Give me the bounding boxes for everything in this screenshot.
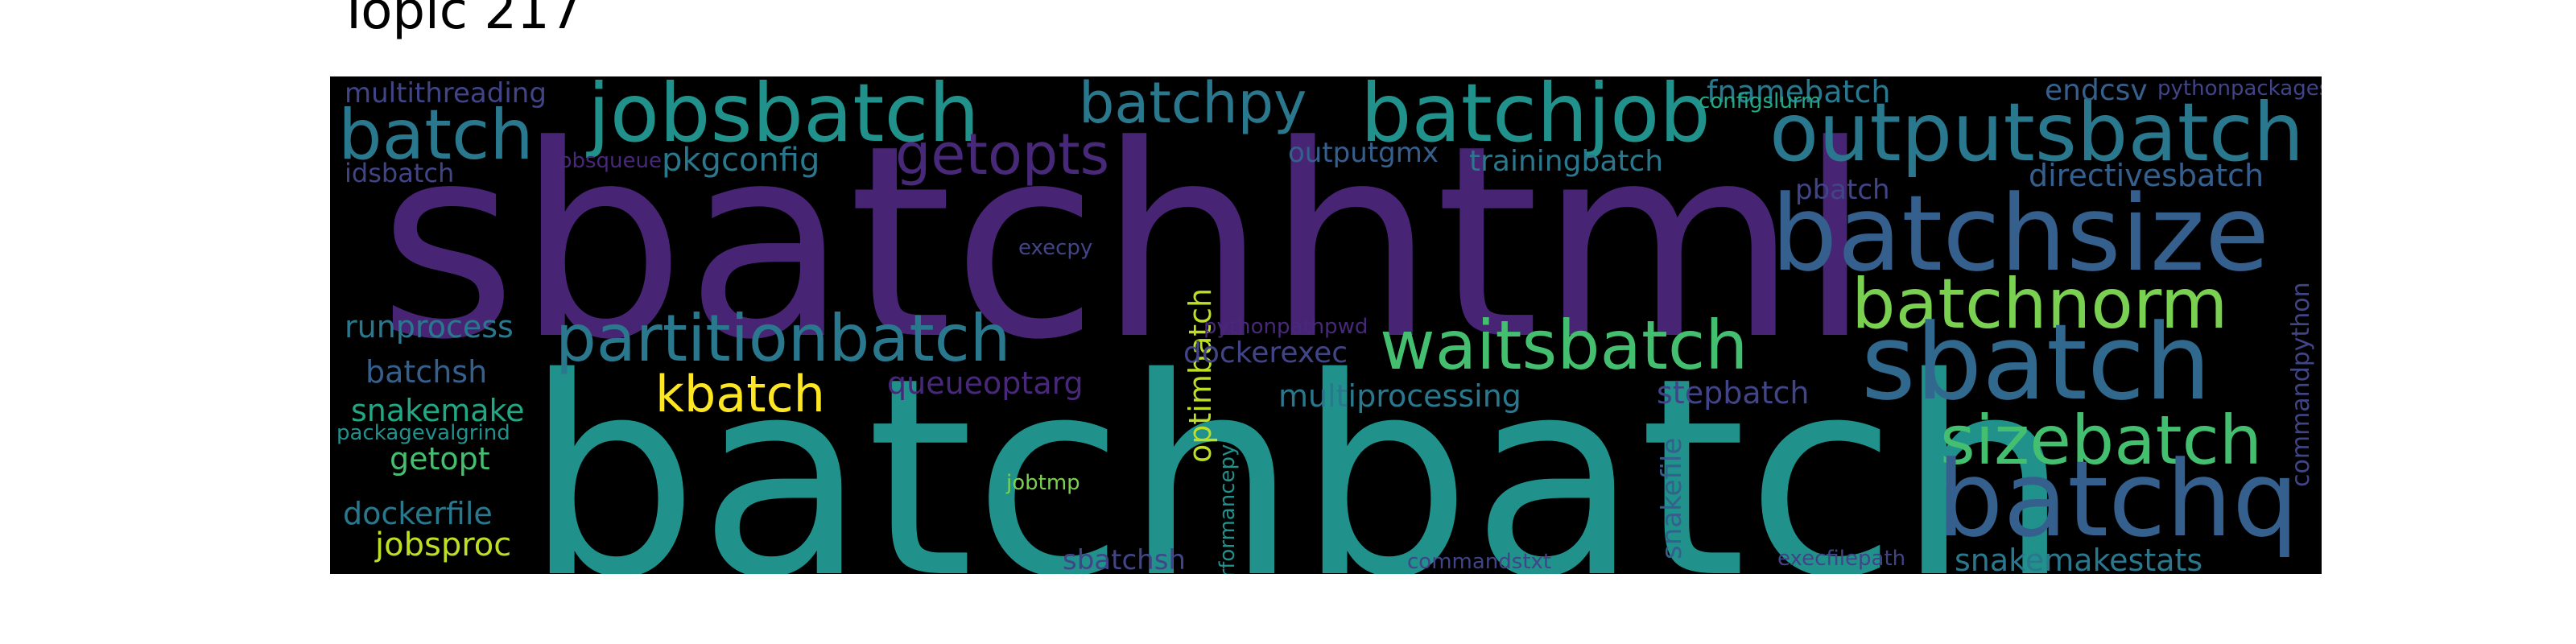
- word-multiprocessing: multiprocessing: [1278, 378, 1521, 414]
- word-sbatchhtml: sbatchhtml: [378, 89, 1872, 398]
- word-stepbatch: stepbatch: [1657, 375, 1810, 411]
- word-snakefile: snakefile: [1656, 437, 1688, 559]
- word-runprocess: runprocess: [345, 309, 514, 345]
- word-fnamebatch: fnamebatch: [1707, 76, 1891, 109]
- word-getopts: getopts: [895, 122, 1110, 188]
- word-waitsbatch: waitsbatch: [1380, 306, 1748, 385]
- word-jobsbatch: jobsbatch: [588, 76, 980, 160]
- word-batchbatch: batchbatch: [525, 320, 2070, 574]
- word-packagevalgrind: packagevalgrind: [336, 421, 510, 445]
- word-directivesbatch: directivesbatch: [2029, 158, 2264, 193]
- word-snakemakestats: snakemakestats: [1955, 543, 2203, 574]
- word-pkgconfig: pkgconfig: [662, 142, 820, 179]
- word-batchsh: batchsh: [365, 354, 488, 390]
- word-batchq: batchq: [1937, 438, 2299, 560]
- word-jobtmp: jobtmp: [1006, 471, 1080, 495]
- word-sbatchsh: sbatchsh: [1063, 544, 1186, 574]
- word-execpy: execpy: [1018, 236, 1093, 260]
- word-batchsize: batchsize: [1771, 172, 2270, 295]
- word-pythonpathpwd: pythonpathpwd: [1203, 315, 1368, 339]
- word-dockerexec: dockerexec: [1183, 336, 1348, 369]
- word-sizebatch: sizebatch: [1940, 401, 2263, 480]
- word-partitionbatch: partitionbatch: [555, 301, 1011, 376]
- figure-title: Topic 217: [338, 0, 583, 41]
- word-batchpy: batchpy: [1079, 76, 1307, 136]
- word-pbatch: pbatch: [1795, 174, 1890, 206]
- word-commandpython: commandpython: [2287, 282, 2315, 487]
- word-pbsqueue: pbsqueue: [559, 149, 663, 173]
- word-dockerfile: dockerfile: [343, 496, 493, 531]
- word-batchjob: batchjob: [1360, 76, 1711, 160]
- word-outputsbatch: outputsbatch: [1769, 85, 2305, 180]
- word-snakemake: snakemake: [351, 393, 525, 428]
- word-batch: batch: [338, 95, 534, 175]
- word-getopt: getopt: [390, 441, 490, 477]
- word-outputgmx: outputgmx: [1288, 137, 1439, 169]
- word-configslurm: configslurm: [1699, 89, 1822, 114]
- word-endcsv: endcsv: [2045, 76, 2148, 107]
- word-cloud: sbatchhtml batchbatch jobsbatch batchjob…: [330, 76, 2322, 574]
- word-batchnorm: batchnorm: [1852, 264, 2228, 345]
- word-multithreading: multithreading: [345, 77, 547, 109]
- word-commandstxt: commandstxt: [1407, 550, 1552, 574]
- word-queueoptarg: queueoptarg: [887, 365, 1084, 401]
- word-jobsproc: jobsproc: [375, 526, 512, 564]
- word-pythonpackages: pythonpackages: [2157, 76, 2322, 101]
- word-sbatch: sbatch: [1861, 301, 2211, 423]
- word-idsbatch: idsbatch: [345, 158, 455, 188]
- word-execfilepath: execfilepath: [1777, 547, 1906, 571]
- word-kbatch: kbatch: [655, 365, 825, 423]
- word-performancepy: performancepy: [1216, 444, 1240, 574]
- word-trainingbatch: trainingbatch: [1469, 145, 1664, 178]
